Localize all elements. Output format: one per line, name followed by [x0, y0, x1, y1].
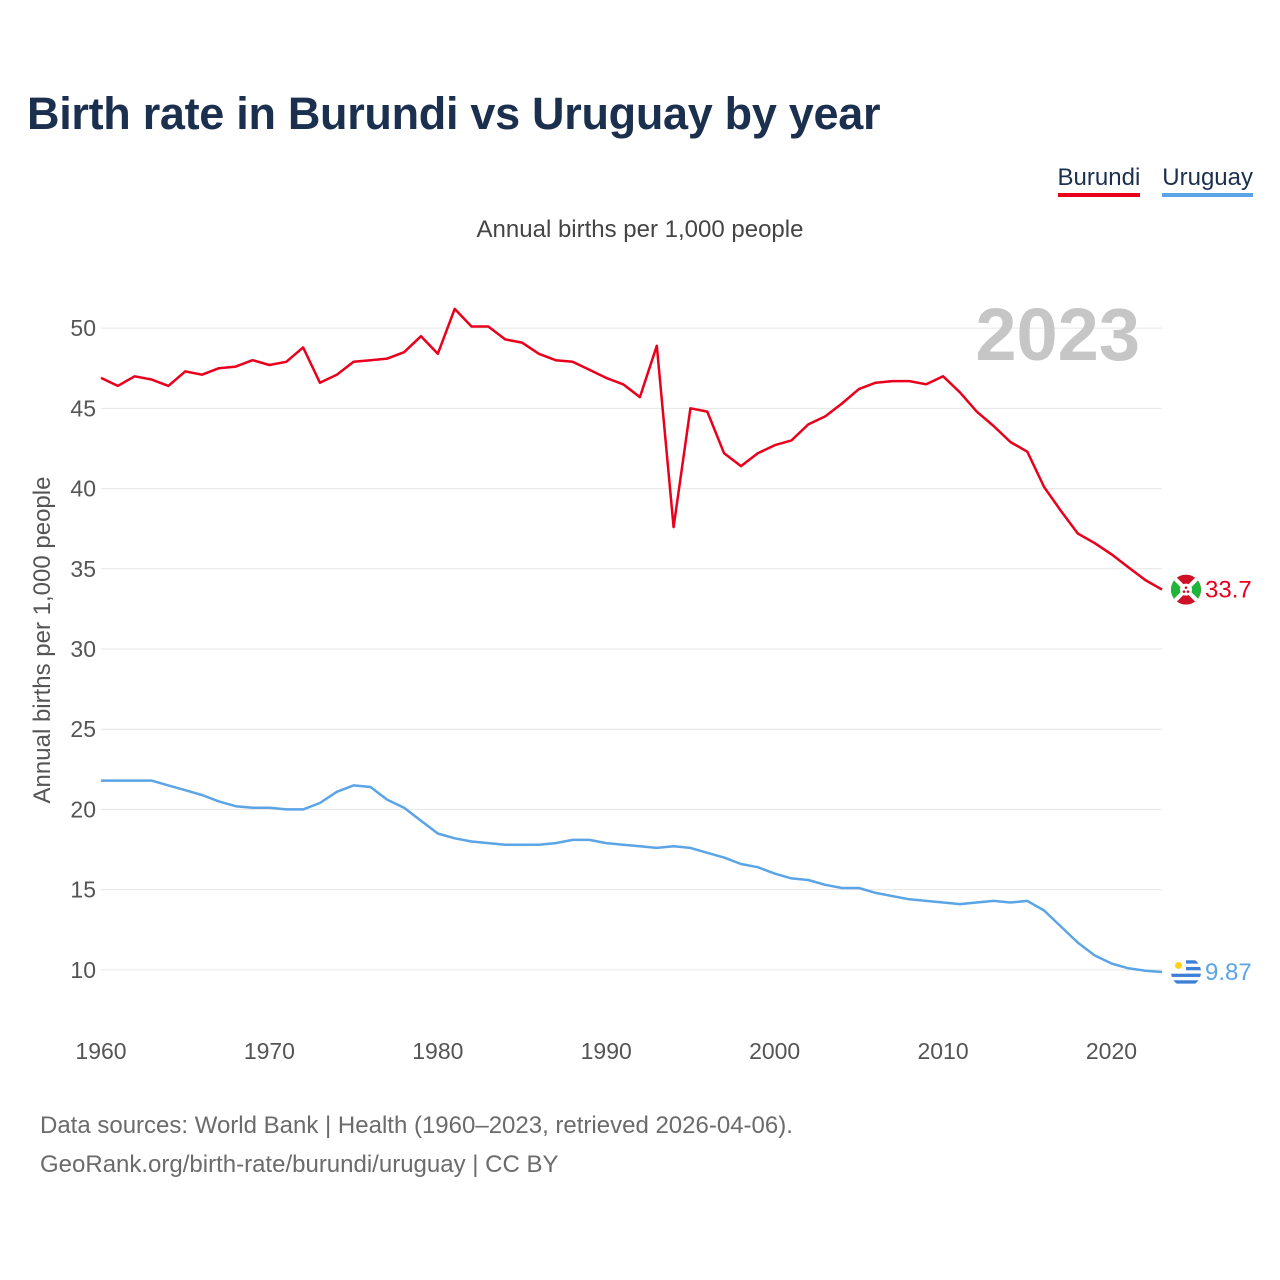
legend: Burundi Uruguay	[1057, 164, 1253, 197]
series-line-burundi[interactable]	[100, 307, 1163, 591]
x-tick-label: 2010	[917, 1038, 968, 1064]
legend-item-uruguay[interactable]: Uruguay	[1162, 164, 1253, 197]
x-tick-label: 2000	[749, 1038, 800, 1064]
footer-sources: Data sources: World Bank | Health (1960–…	[40, 1112, 793, 1139]
x-tick-label: 2020	[1086, 1038, 1137, 1064]
line-chart: 2023 10 15 20 25 30 35 40 45 50 1960 1970 1980 1990…	[29, 293, 1252, 1064]
footer: Data sources: World Bank | Health (1960–…	[40, 1106, 793, 1184]
y-tick-label: 10	[70, 957, 96, 983]
y-axis-label: Annual births per 1,000 people	[29, 477, 56, 804]
uruguay-flag-icon	[1171, 956, 1201, 987]
chart-title: Birth rate in Burundi vs Uruguay by year	[27, 88, 881, 139]
y-tick-label: 35	[70, 556, 96, 582]
y-tick-label: 25	[70, 716, 96, 742]
x-tick-label: 1980	[412, 1038, 463, 1064]
series-line-uruguay[interactable]	[101, 779, 1163, 974]
legend-item-burundi[interactable]: Burundi	[1057, 164, 1141, 197]
y-tick-label: 45	[70, 395, 96, 421]
y-tick-label: 30	[70, 636, 96, 662]
chart-subtitle: Annual births per 1,000 people	[476, 216, 804, 243]
burundi-flag-icon	[1171, 574, 1201, 605]
y-tick-label: 40	[70, 476, 96, 502]
y-tick-label: 50	[70, 315, 96, 341]
x-tick-label: 1960	[75, 1038, 126, 1064]
footer-link[interactable]: GeoRank.org/birth-rate/burundi/uruguay |…	[40, 1151, 559, 1178]
year-overlay: 2023	[975, 293, 1140, 376]
end-value-label-uruguay: 9.87	[1205, 959, 1252, 986]
x-tick-label: 1970	[244, 1038, 295, 1064]
y-tick-label: 20	[70, 796, 96, 822]
end-value-label-burundi: 33.7	[1205, 577, 1252, 604]
y-tick-label: 15	[70, 877, 96, 903]
x-tick-label: 1990	[581, 1038, 632, 1064]
